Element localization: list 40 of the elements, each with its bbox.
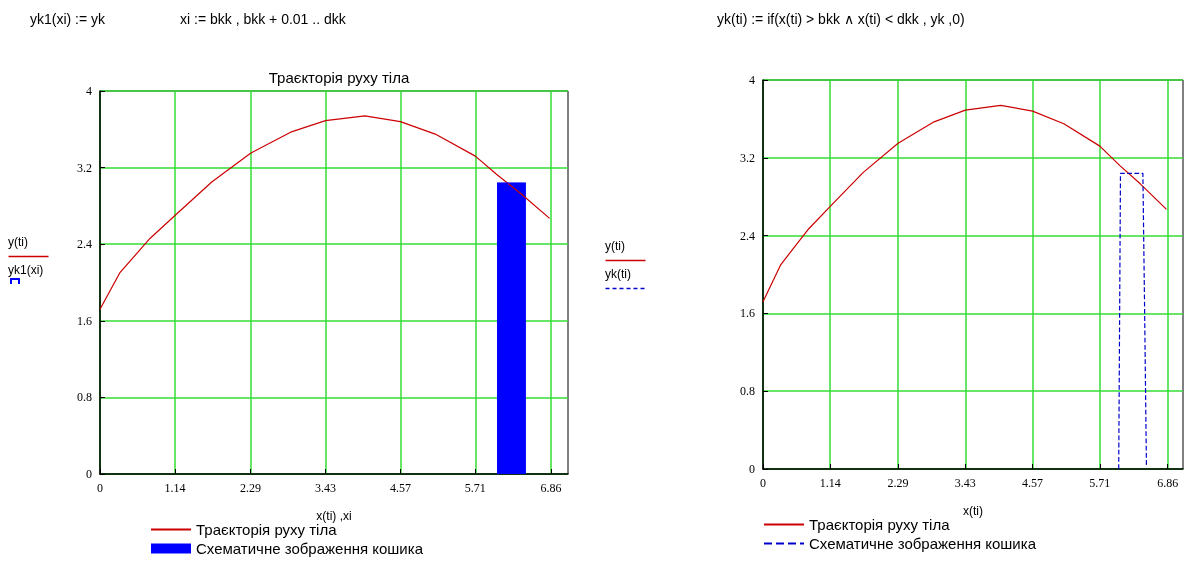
y-tick-label: 0 [86, 467, 92, 481]
x-tick-label: 4.57 [389, 481, 411, 495]
y-tick-label: 3.2 [77, 160, 92, 175]
text: yk1(xi) := yk [30, 11, 107, 27]
y-tick-label: 3.2 [740, 150, 755, 165]
y-tick-label: 2.4 [77, 237, 92, 252]
y-tick-label: 4 [749, 73, 755, 87]
chart-title: Траєкторія руху тіла [268, 69, 410, 86]
y-tick-label: 2.4 [740, 228, 755, 243]
x-tick-label: 3.43 [954, 476, 976, 490]
line-series [762, 104, 1168, 303]
x-tick-label: 0 [97, 481, 103, 495]
x-tick-label: 4.57 [1022, 476, 1044, 490]
y-tick-label: 0 [749, 462, 755, 476]
legend-label: Траєкторія руху тіла [809, 516, 951, 533]
x-axis-title: x(ti) ,xi [316, 509, 352, 523]
text: yk(ti) := if(x(ti) > bkk ∧ x(ti) < dkk , yk ,0) [717, 11, 965, 27]
x-tick-label: 3.43 [314, 481, 336, 495]
legend-label: Схематичне зображення кошика [196, 540, 424, 557]
x-tick-label: 2.29 [887, 476, 909, 490]
y-tick-label: 0.8 [740, 384, 755, 399]
legend-label: Схематичне зображення кошика [809, 535, 1037, 552]
line-series [99, 115, 551, 310]
y-tick-label: 4 [86, 84, 92, 98]
y-axis-title: y(ti) yk(ti) [605, 239, 631, 281]
x-tick-label: 5.71 [464, 481, 486, 495]
y-axis-title: y(ti) yk1(xi) [8, 235, 44, 277]
x-tick-label: 6.86 [1157, 476, 1179, 490]
x-tick-label: 6.86 [540, 481, 562, 495]
x-tick-label: 1.14 [819, 476, 841, 490]
x-tick-label: 2.29 [240, 481, 262, 495]
x-tick-label: 5.71 [1089, 476, 1111, 490]
x-axis-title: x(ti) [963, 504, 983, 518]
y-tick-label: 1.6 [77, 313, 92, 328]
x-tick-label: 0 [760, 476, 766, 490]
x-tick-label: 1.14 [164, 481, 186, 495]
line-series [1118, 172, 1148, 470]
text: xi := bkk , bkk + 0.01 .. dkk [180, 11, 347, 27]
y-tick-label: 0.8 [77, 390, 92, 405]
y-tick-label: 1.6 [740, 306, 755, 321]
